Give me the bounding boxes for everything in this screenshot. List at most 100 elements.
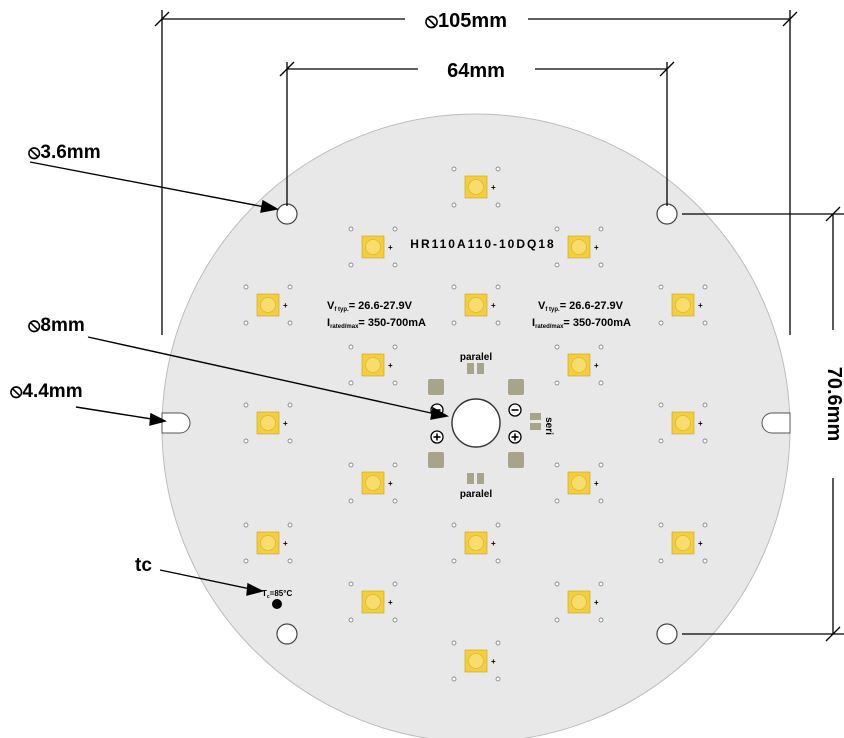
led-package: + xyxy=(464,649,496,673)
jumper-pad xyxy=(530,413,541,420)
via-hole xyxy=(598,226,604,232)
board-text: HR110A110-10DQ18 Vf typ.= 26.6-27.9V Ira… xyxy=(262,237,631,609)
led-plus-marker: + xyxy=(388,598,393,607)
via-hole xyxy=(392,226,398,232)
via-hole xyxy=(451,202,457,208)
led-lens xyxy=(571,239,587,255)
led-package: + xyxy=(256,411,288,435)
via-hole xyxy=(702,402,708,408)
paralel-label-bottom: paralel xyxy=(460,489,492,500)
via-hole xyxy=(287,558,293,564)
led-lens xyxy=(468,179,484,195)
led-package: + xyxy=(671,531,703,555)
center-hole xyxy=(451,398,501,448)
via-hole xyxy=(658,284,664,290)
via-hole xyxy=(243,558,249,564)
leader-arrows xyxy=(29,161,450,596)
paralel-label-top: paralel xyxy=(460,352,492,363)
mount-hole-top-right xyxy=(656,203,678,225)
dimension-labels: ⦸105mm 64mm ⦸3.6mm ⦸8mm ⦸4.4mm tc 70.6mm xyxy=(10,10,844,576)
led-plus-marker: + xyxy=(283,419,288,428)
led-plus-marker: + xyxy=(388,361,393,370)
via-hole xyxy=(598,498,604,504)
via-hole xyxy=(451,676,457,682)
via-hole xyxy=(392,498,398,504)
led-package: + xyxy=(567,590,599,614)
led-package: + xyxy=(671,293,703,317)
led-plus-marker: + xyxy=(491,657,496,666)
current-left: Irated/max= 350-700mA xyxy=(327,317,426,330)
via-hole xyxy=(348,617,354,623)
jumper-pad xyxy=(467,473,474,484)
via-hole xyxy=(348,344,354,350)
mount-hole-bottom-left xyxy=(276,623,298,645)
via-hole xyxy=(495,202,501,208)
via-hole xyxy=(392,344,398,350)
solder-pad xyxy=(428,452,444,468)
tc-marker-label: Tc=85°C xyxy=(262,589,292,600)
via-hole xyxy=(287,284,293,290)
outer-diameter-label: ⦸105mm xyxy=(425,10,507,32)
via-hole xyxy=(392,262,398,268)
via-hole xyxy=(287,522,293,528)
via-hole xyxy=(554,226,560,232)
led-plus-marker: + xyxy=(698,419,703,428)
led-package: + xyxy=(361,590,393,614)
via-hole xyxy=(348,226,354,232)
led-lens xyxy=(260,415,276,431)
via-hole xyxy=(658,320,664,326)
led-package: + xyxy=(361,471,393,495)
seri-label: seri xyxy=(543,417,554,435)
led-plus-marker: + xyxy=(283,301,288,310)
led-package: + xyxy=(256,531,288,555)
via-hole xyxy=(243,402,249,408)
led-lens xyxy=(260,535,276,551)
led-plus-marker: + xyxy=(698,301,703,310)
via-hole xyxy=(287,438,293,444)
via-hole xyxy=(451,522,457,528)
via-hole xyxy=(554,344,560,350)
via-hole xyxy=(702,320,708,326)
led-plus-marker: + xyxy=(594,243,599,252)
slot-right xyxy=(761,412,791,434)
dimension-lines xyxy=(154,10,844,642)
via-hole xyxy=(702,522,708,528)
mount-hole-label: ⦸3.6mm xyxy=(28,142,101,163)
plus-symbol-right xyxy=(508,430,522,444)
led-lens xyxy=(365,357,381,373)
via-hole xyxy=(658,402,664,408)
led-package: + xyxy=(671,411,703,435)
via-hole xyxy=(392,380,398,386)
mount-hole-bottom-right xyxy=(656,623,678,645)
led-lens xyxy=(571,357,587,373)
via-hole xyxy=(451,558,457,564)
via-hole xyxy=(702,438,708,444)
led-plus-marker: + xyxy=(283,539,288,548)
via-hole xyxy=(348,581,354,587)
via-hole xyxy=(392,617,398,623)
via-hole xyxy=(287,320,293,326)
via-hole xyxy=(495,284,501,290)
via-hole xyxy=(658,438,664,444)
via-holes xyxy=(243,166,708,682)
led-lens xyxy=(365,594,381,610)
via-hole xyxy=(495,640,501,646)
via-hole xyxy=(554,581,560,587)
via-hole xyxy=(451,320,457,326)
led-lens xyxy=(260,297,276,313)
jumper-pad xyxy=(530,423,541,430)
via-hole xyxy=(554,617,560,623)
led-lens xyxy=(571,475,587,491)
led-lens xyxy=(365,475,381,491)
led-package: + xyxy=(567,353,599,377)
via-hole xyxy=(658,522,664,528)
via-hole xyxy=(495,522,501,528)
via-hole xyxy=(598,462,604,468)
via-hole xyxy=(451,166,457,172)
via-hole xyxy=(495,166,501,172)
jumper-pad xyxy=(477,473,484,484)
led-lens xyxy=(675,297,691,313)
part-number: HR110A110-10DQ18 xyxy=(410,237,555,251)
led-package: + xyxy=(464,531,496,555)
via-hole xyxy=(243,320,249,326)
